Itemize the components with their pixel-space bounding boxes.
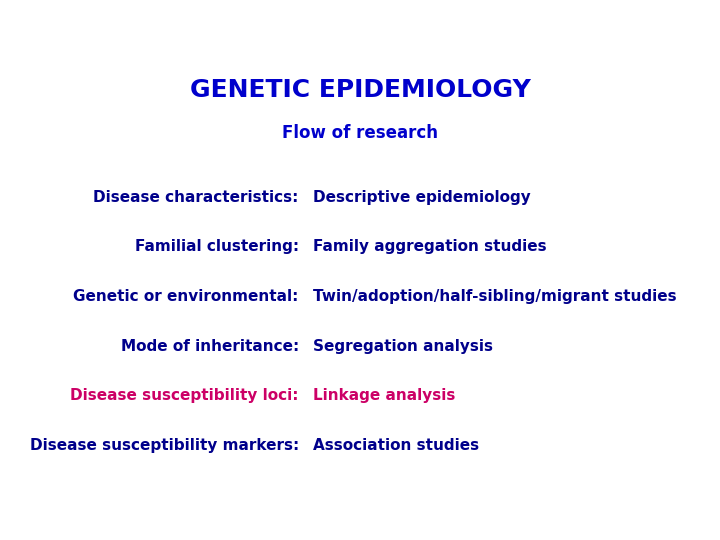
Text: Disease susceptibility loci:: Disease susceptibility loci: [71, 388, 299, 403]
Text: Familial clustering:: Familial clustering: [135, 239, 299, 254]
Text: Family aggregation studies: Family aggregation studies [313, 239, 546, 254]
Text: Mode of inheritance:: Mode of inheritance: [120, 339, 299, 354]
Text: Descriptive epidemiology: Descriptive epidemiology [313, 190, 531, 205]
Text: Disease characteristics:: Disease characteristics: [94, 190, 299, 205]
Text: Flow of research: Flow of research [282, 124, 438, 142]
Text: Association studies: Association studies [313, 438, 480, 453]
Text: Twin/adoption/half-sibling/migrant studies: Twin/adoption/half-sibling/migrant studi… [313, 289, 677, 304]
Text: Linkage analysis: Linkage analysis [313, 388, 456, 403]
Text: Segregation analysis: Segregation analysis [313, 339, 493, 354]
Text: Disease susceptibility markers:: Disease susceptibility markers: [30, 438, 299, 453]
Text: GENETIC EPIDEMIOLOGY: GENETIC EPIDEMIOLOGY [189, 78, 531, 102]
Text: Genetic or environmental:: Genetic or environmental: [73, 289, 299, 304]
